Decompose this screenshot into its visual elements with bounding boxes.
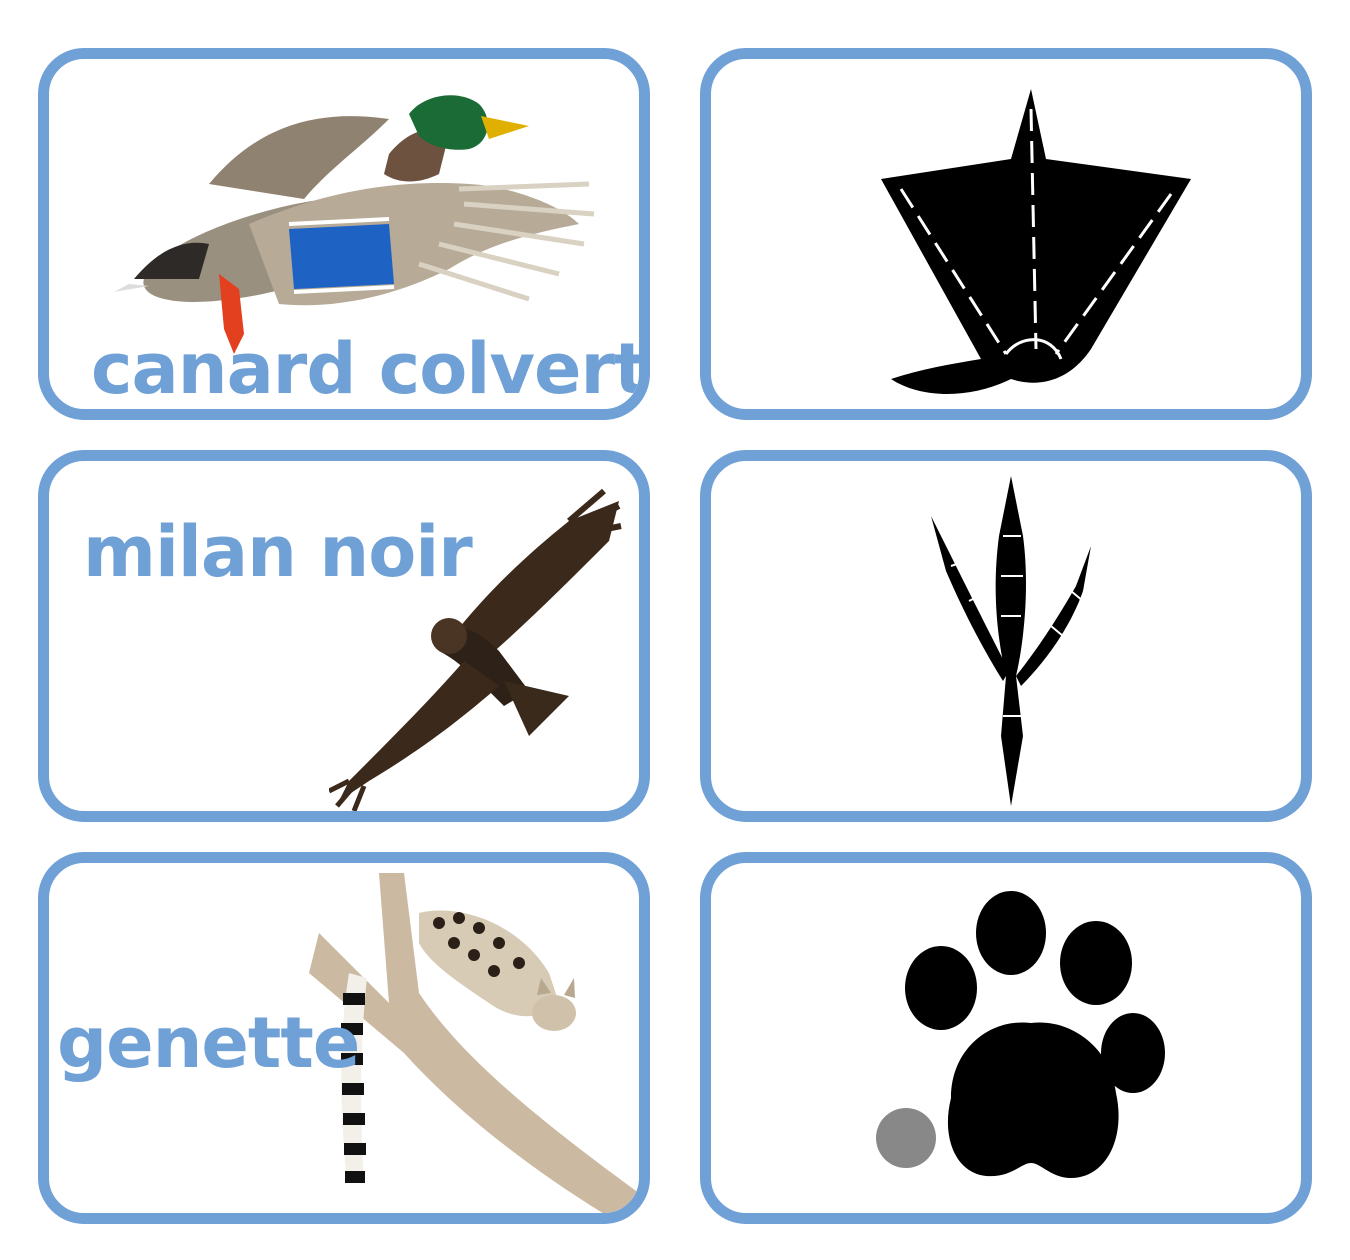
genet-image [309,873,639,1213]
card-paw-print[interactable] [700,852,1312,1224]
card-label: genette [57,1002,360,1084]
card-label: canard colvert [91,328,647,410]
black-kite-image [329,481,629,811]
mallard-image [89,74,609,354]
paw-print-icon [871,888,1191,1198]
card-claw-footprint[interactable] [700,450,1312,822]
card-black-kite[interactable]: milan noir [38,450,650,822]
claw-footprint-icon [911,476,1111,811]
card-label: milan noir [83,511,473,593]
card-mallard[interactable]: canard colvert [38,48,650,420]
webbed-footprint-icon [861,79,1201,409]
card-webbed-footprint[interactable] [700,48,1312,420]
card-genet[interactable]: genette [38,852,650,1224]
